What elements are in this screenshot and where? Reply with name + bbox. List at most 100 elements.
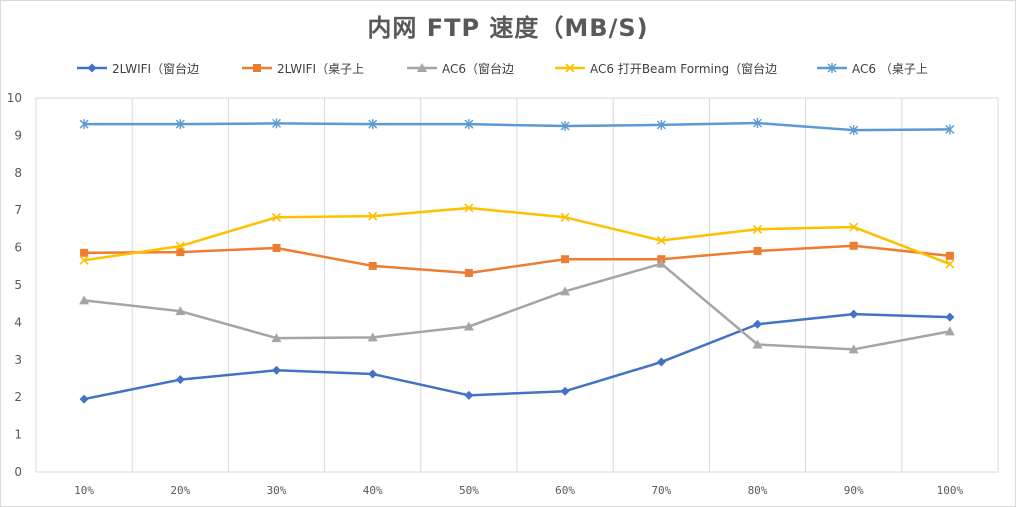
series-line bbox=[84, 244, 951, 275]
x-tick-label: 60% bbox=[555, 484, 575, 497]
legend-swatch bbox=[817, 63, 847, 73]
data-point bbox=[656, 119, 666, 130]
data-point bbox=[849, 309, 859, 319]
legend-label: AC6 （桌子上 bbox=[852, 61, 928, 76]
legend-marker bbox=[565, 63, 575, 73]
legend-item: 2LWIFI（桌子上 bbox=[241, 58, 364, 78]
data-point bbox=[656, 357, 666, 367]
x-tick-label: 50% bbox=[459, 484, 479, 497]
data-point bbox=[752, 224, 763, 234]
legend-label: 2LWIFI（桌子上 bbox=[277, 61, 365, 76]
data-point bbox=[368, 211, 378, 221]
legend-label: AC6 打开Beam Forming（窗台边 bbox=[590, 61, 778, 76]
data-point bbox=[753, 319, 762, 329]
y-tick-label: 7 bbox=[14, 203, 22, 217]
legend-swatch bbox=[407, 63, 437, 72]
x-tick-label: 100% bbox=[937, 484, 964, 497]
y-tick-label: 3 bbox=[14, 353, 22, 367]
data-point bbox=[944, 326, 955, 336]
data-point bbox=[176, 248, 185, 257]
legend-swatch bbox=[555, 63, 585, 73]
data-point bbox=[79, 394, 89, 404]
data-point bbox=[752, 339, 763, 349]
x-tick-label: 70% bbox=[651, 484, 671, 497]
data-point bbox=[272, 118, 281, 129]
x-tick-label: 90% bbox=[844, 484, 864, 497]
data-point bbox=[464, 269, 473, 278]
x-tick-label: 80% bbox=[748, 484, 768, 497]
data-point bbox=[560, 386, 570, 396]
y-tick-label: 0 bbox=[14, 465, 22, 479]
series-5 bbox=[79, 118, 955, 136]
legend-marker bbox=[87, 63, 97, 73]
x-tick-label: 40% bbox=[363, 484, 383, 497]
data-point bbox=[271, 212, 282, 222]
data-point bbox=[368, 119, 378, 130]
y-tick-label: 10 bbox=[7, 91, 22, 105]
data-point bbox=[79, 295, 90, 305]
x-tick-label: 20% bbox=[170, 484, 190, 497]
data-point bbox=[464, 119, 474, 130]
data-point bbox=[753, 118, 762, 129]
series-line bbox=[84, 121, 950, 132]
legend-marker bbox=[253, 64, 261, 72]
data-point bbox=[849, 241, 858, 250]
data-point bbox=[367, 332, 378, 342]
legend-label: AC6（窗台边 bbox=[442, 61, 515, 76]
data-point bbox=[848, 344, 859, 354]
x-tick-label: 10% bbox=[74, 484, 94, 497]
y-tick-label: 5 bbox=[14, 278, 22, 292]
y-tick-label: 2 bbox=[14, 390, 22, 404]
legend: 2LWIFI（窗台边 2LWIFI（桌子上 AC6（窗台边 AC6 打开Beam Fo… bbox=[0, 58, 1016, 78]
data-point bbox=[463, 321, 474, 331]
data-point bbox=[80, 248, 89, 257]
data-point bbox=[175, 375, 185, 385]
data-point bbox=[560, 286, 571, 296]
legend-label: 2LWIFI（窗台边 bbox=[112, 61, 200, 76]
legend-item: AC6 （桌子上 bbox=[816, 58, 928, 78]
series-line bbox=[83, 262, 951, 351]
data-point bbox=[79, 119, 89, 130]
y-tick-label: 4 bbox=[14, 315, 22, 329]
data-point bbox=[945, 259, 955, 269]
data-point bbox=[464, 390, 474, 400]
series-line bbox=[83, 206, 951, 266]
data-point bbox=[849, 125, 859, 136]
data-point bbox=[272, 243, 281, 252]
y-tick-label: 6 bbox=[14, 241, 22, 255]
y-tick-label: 9 bbox=[14, 128, 22, 142]
legend-item: AC6（窗台边 bbox=[406, 58, 514, 78]
data-point bbox=[368, 261, 377, 270]
data-point bbox=[368, 369, 378, 379]
y-tick-label: 8 bbox=[14, 166, 22, 180]
chart-title: 内网 FTP 速度（MB/S) bbox=[367, 14, 649, 42]
legend-swatch bbox=[242, 64, 272, 72]
data-point bbox=[79, 255, 89, 265]
data-point bbox=[175, 306, 186, 316]
legend-item: AC6 打开Beam Forming（窗台边 bbox=[554, 58, 777, 78]
y-tick-label: 1 bbox=[14, 428, 22, 442]
data-point bbox=[560, 121, 570, 132]
data-point bbox=[656, 258, 667, 268]
legend-marker bbox=[827, 63, 837, 73]
series-3 bbox=[79, 258, 955, 354]
data-point bbox=[175, 119, 185, 130]
data-point bbox=[945, 124, 955, 135]
data-point bbox=[945, 251, 954, 260]
legend-item: 2LWIFI（窗台边 bbox=[76, 58, 199, 78]
data-point bbox=[271, 333, 282, 343]
x-tick-label: 30% bbox=[267, 484, 287, 497]
data-point bbox=[561, 255, 570, 264]
data-point bbox=[464, 203, 474, 213]
legend-marker bbox=[417, 63, 427, 72]
data-point bbox=[945, 312, 955, 322]
series-4 bbox=[79, 203, 955, 269]
data-point bbox=[175, 241, 185, 251]
series-1 bbox=[79, 309, 955, 404]
data-point bbox=[849, 222, 859, 232]
series-line bbox=[83, 312, 950, 401]
data-point bbox=[753, 246, 762, 255]
data-point bbox=[560, 212, 570, 222]
